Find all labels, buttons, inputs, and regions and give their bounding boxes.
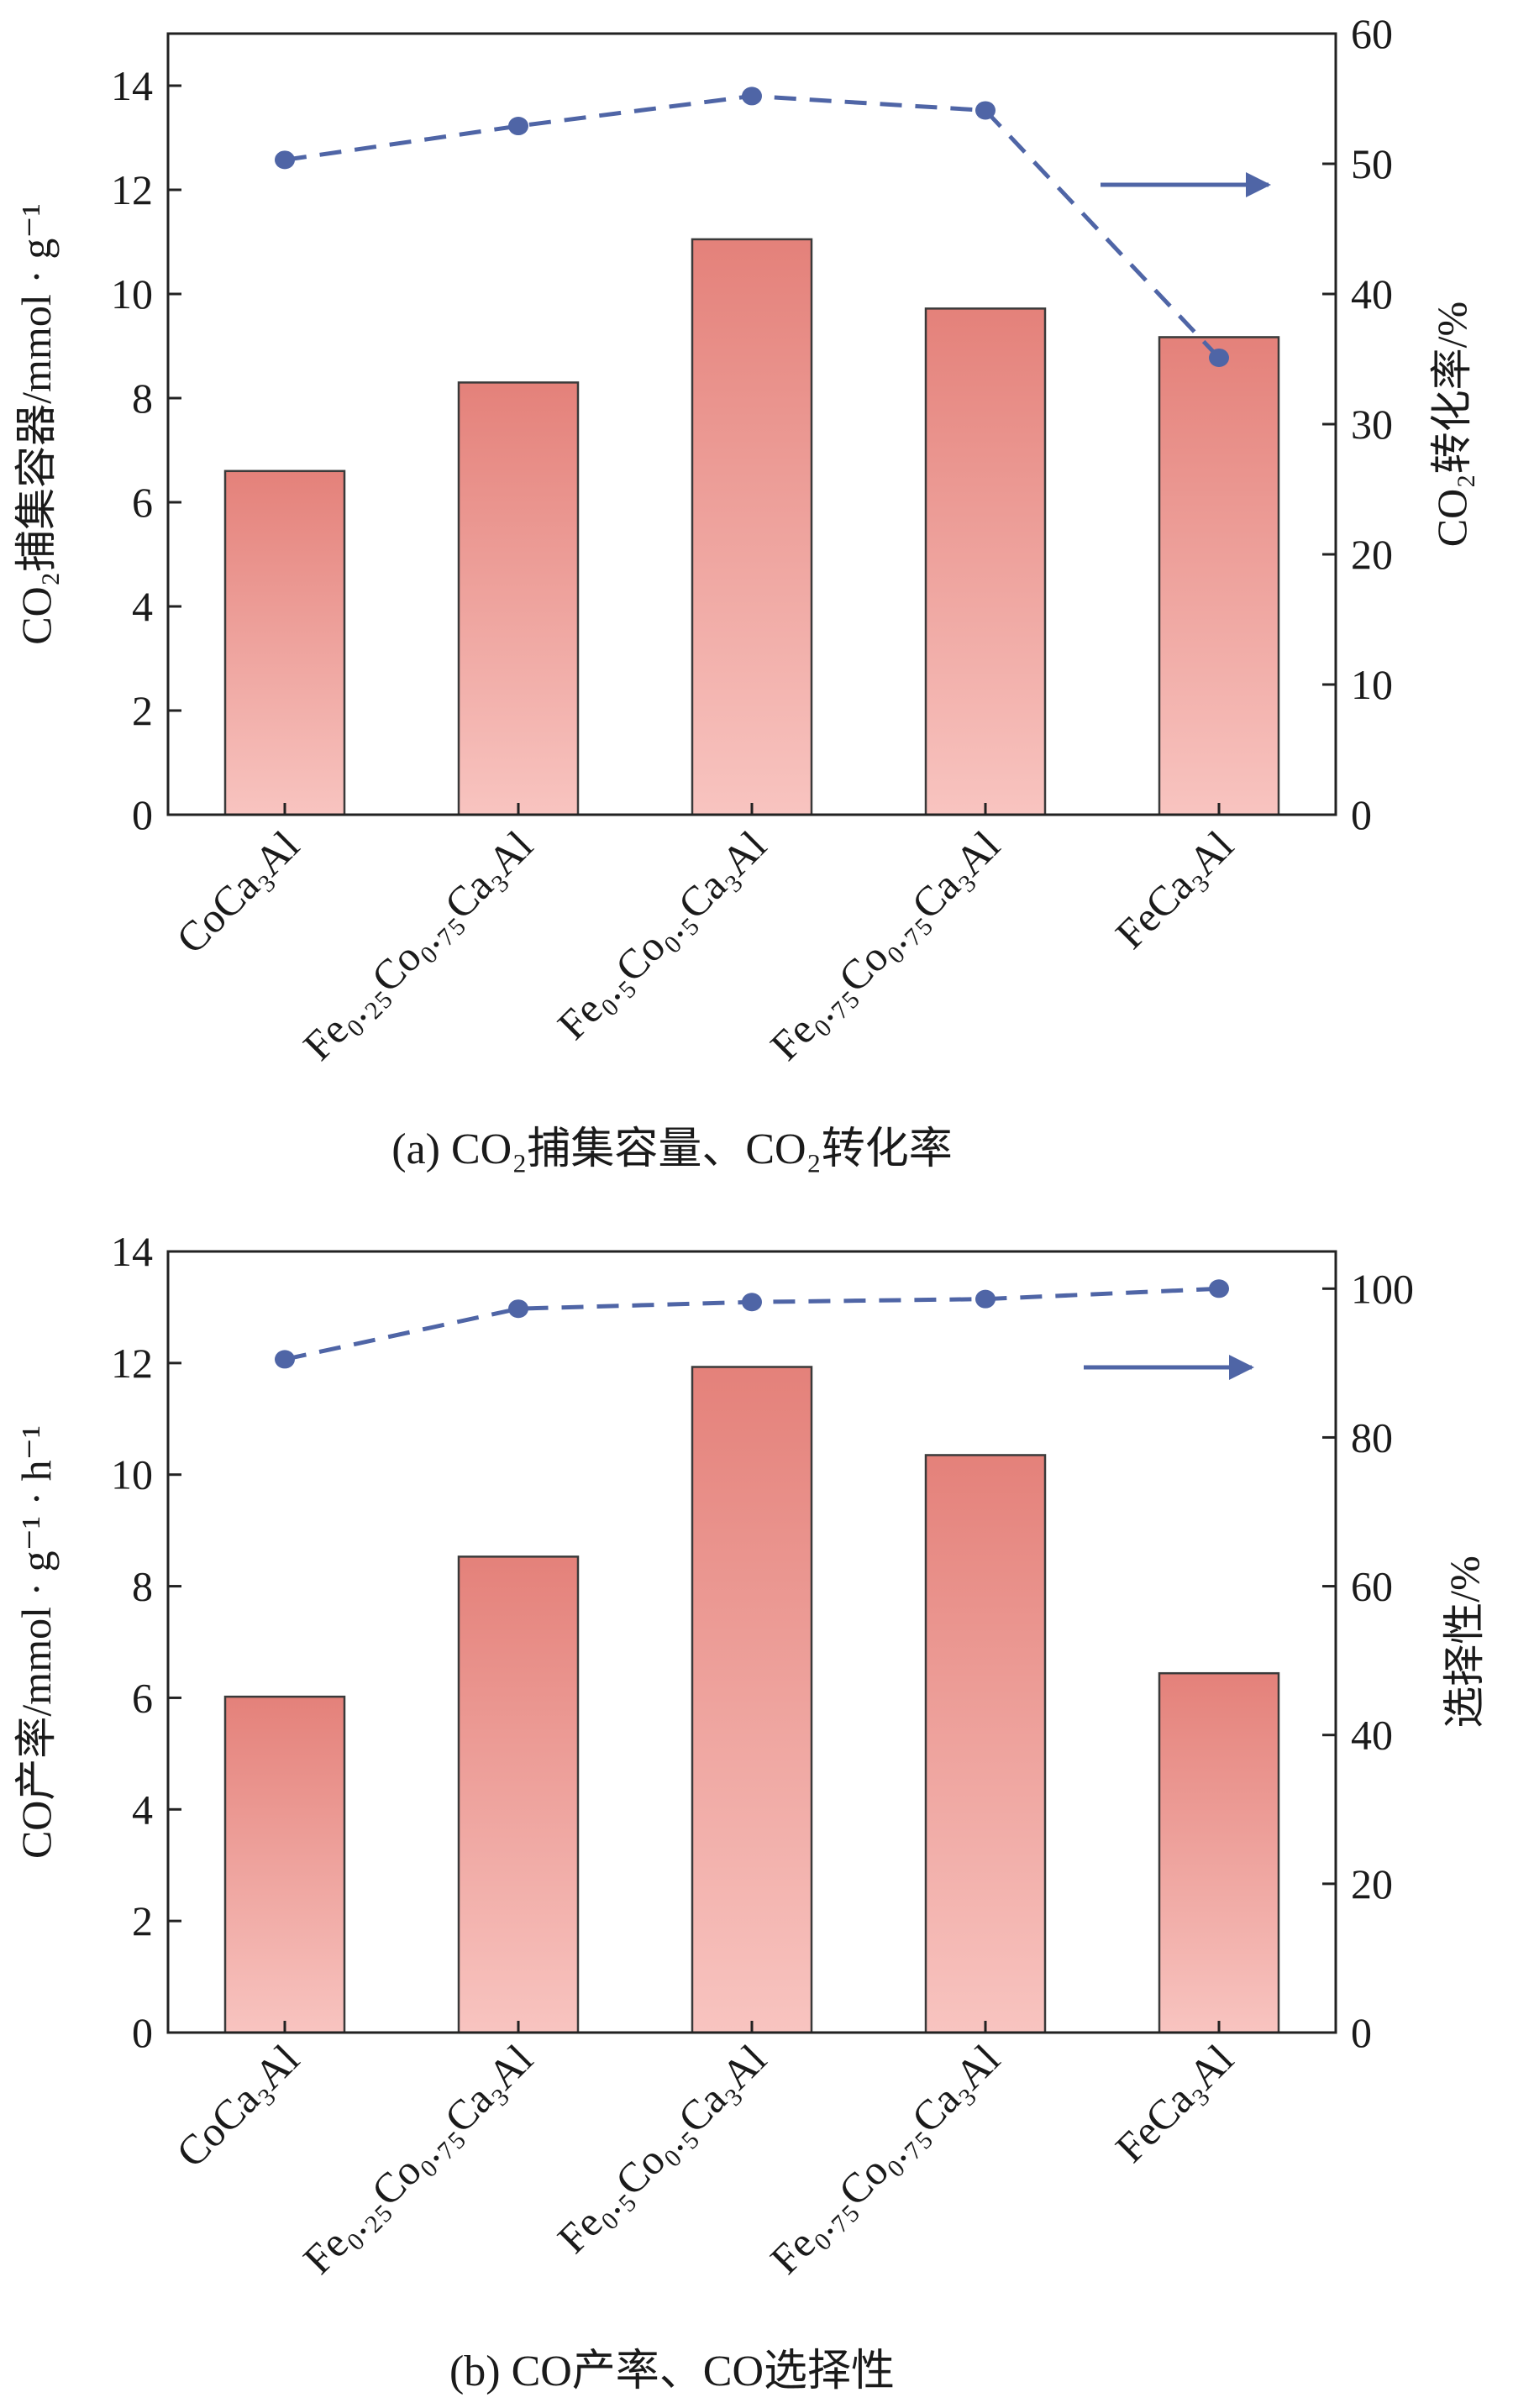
panel-b-y-axis-title: CO产率/mmol · g⁻¹ · h⁻¹ bbox=[13, 1425, 60, 1859]
panel-a-bar-5 bbox=[1158, 336, 1280, 816]
panel-b-ytick-label: 0 bbox=[132, 2009, 153, 2056]
panel-b-line-point-3 bbox=[742, 1293, 762, 1312]
panel-b-ytick-label: 6 bbox=[132, 1674, 153, 1721]
panel-b-category-label: Fe₀.₅Co₀.₅Ca₃Al bbox=[549, 2035, 775, 2262]
chart-panel-b: 0 2 4 6 8 10 12 14 0 20 40 60 80 100 CoCa₃AlFe₀.₂₅Co₀.… bbox=[13, 1228, 1488, 2283]
panel-a-y-axis-title: CO₂捕集容器/mmol · g⁻¹ bbox=[13, 203, 60, 645]
panel-a-category-label: CoCa₃Al bbox=[167, 821, 308, 963]
panel-a-bar-3 bbox=[691, 238, 813, 816]
panel-b-category-label: CoCa₃Al bbox=[167, 2035, 308, 2176]
panel-a-line-point-2 bbox=[508, 117, 528, 136]
panel-b-line-point-4 bbox=[975, 1289, 996, 1309]
panel-a-category-label: Fe₀.₇₅Co₀.₇₅Ca₃Al bbox=[761, 821, 1009, 1069]
panel-a-bar-1 bbox=[223, 470, 346, 816]
panel-a-ytick-label: 0 bbox=[132, 791, 153, 838]
panel-b-ytick-label: 12 bbox=[111, 1340, 153, 1387]
panel-b-y2-axis-title: 选择性/% bbox=[1441, 1555, 1488, 1729]
panel-a-ytick-label: 8 bbox=[132, 375, 153, 422]
panel-a-y2tick-label: 30 bbox=[1351, 401, 1393, 448]
panel-b-bar-5 bbox=[1158, 1671, 1280, 2034]
caption-b: (b) CO产率、CO选择性 bbox=[449, 2348, 895, 2395]
panel-a-ytick-label: 12 bbox=[111, 166, 153, 213]
panel-b-category-label: Fe₀.₂₅Co₀.₇₅Ca₃Al bbox=[294, 2035, 542, 2283]
panel-b-line-point-1 bbox=[275, 1350, 295, 1369]
panel-b-y2tick-label: 20 bbox=[1351, 1860, 1393, 1907]
panel-b-ytick-label: 14 bbox=[111, 1228, 153, 1275]
panel-a-y2tick-label: 60 bbox=[1351, 10, 1393, 57]
panel-a-line-point-4 bbox=[975, 101, 996, 120]
panel-b-line-point-2 bbox=[508, 1299, 528, 1319]
panel-a-y2tick-label: 20 bbox=[1351, 531, 1393, 578]
panel-a-line-point-5 bbox=[1209, 348, 1229, 367]
panel-a-ytick-label: 6 bbox=[132, 479, 153, 526]
panel-a-ytick-label: 14 bbox=[111, 62, 153, 109]
panel-b-bar-4 bbox=[924, 1454, 1047, 2034]
panel-b-ytick-label: 4 bbox=[132, 1786, 153, 1833]
panel-b-y2tick-label: 100 bbox=[1351, 1265, 1414, 1312]
panel-a-ytick-label: 4 bbox=[132, 583, 153, 630]
panel-b-bar-1 bbox=[223, 1695, 346, 2034]
panel-a-category-label: Fe₀.₅Co₀.₅Ca₃Al bbox=[549, 821, 775, 1048]
panel-b-y2tick-label: 60 bbox=[1351, 1563, 1393, 1610]
panel-a-y2-axis-title: CO₂转化率/% bbox=[1428, 302, 1475, 547]
chart-panel-a: 0 2 4 6 8 10 12 14 0 10 20 30 40 50 60 CoCa₃AlFe₀.₂₅Co₀… bbox=[13, 10, 1475, 1069]
panel-a-y2tick-label: 0 bbox=[1351, 791, 1372, 838]
caption-a: (a) CO₂捕集容量、CO₂转化率 bbox=[391, 1125, 952, 1173]
panel-b-bar-2 bbox=[457, 1555, 580, 2034]
panel-b-ytick-label: 2 bbox=[132, 1897, 153, 1944]
panel-b-category-label: Fe₀.₇₅Co₀.₇₅Ca₃Al bbox=[761, 2035, 1009, 2283]
panel-a-y2tick-label: 40 bbox=[1351, 270, 1393, 317]
panel-b-y2tick-label: 0 bbox=[1351, 2009, 1372, 2056]
panel-a-y2tick-label: 50 bbox=[1351, 140, 1393, 187]
panel-b-line-point-5 bbox=[1209, 1279, 1229, 1298]
panel-a-category-label: Fe₀.₂₅Co₀.₇₅Ca₃Al bbox=[294, 821, 542, 1069]
panel-a-bar-4 bbox=[924, 307, 1047, 816]
panel-a-bar-2 bbox=[457, 381, 580, 816]
panel-a-line-point-3 bbox=[742, 87, 762, 106]
panel-b-category-label: FeCa₃Al bbox=[1106, 2035, 1242, 2171]
panel-b-y2tick-label: 80 bbox=[1351, 1414, 1393, 1461]
panel-a-line-point-1 bbox=[275, 150, 295, 170]
panel-a-ytick-label: 2 bbox=[132, 687, 153, 734]
panel-a-y2tick-label: 10 bbox=[1351, 661, 1393, 708]
panel-b-ytick-label: 8 bbox=[132, 1563, 153, 1610]
panel-b-bar-3 bbox=[691, 1366, 813, 2034]
panel-b-ytick-label: 10 bbox=[111, 1451, 153, 1498]
panel-b-y2tick-label: 40 bbox=[1351, 1712, 1393, 1759]
panel-a-ytick-label: 10 bbox=[111, 270, 153, 317]
panel-a-category-label: FeCa₃Al bbox=[1106, 821, 1242, 957]
